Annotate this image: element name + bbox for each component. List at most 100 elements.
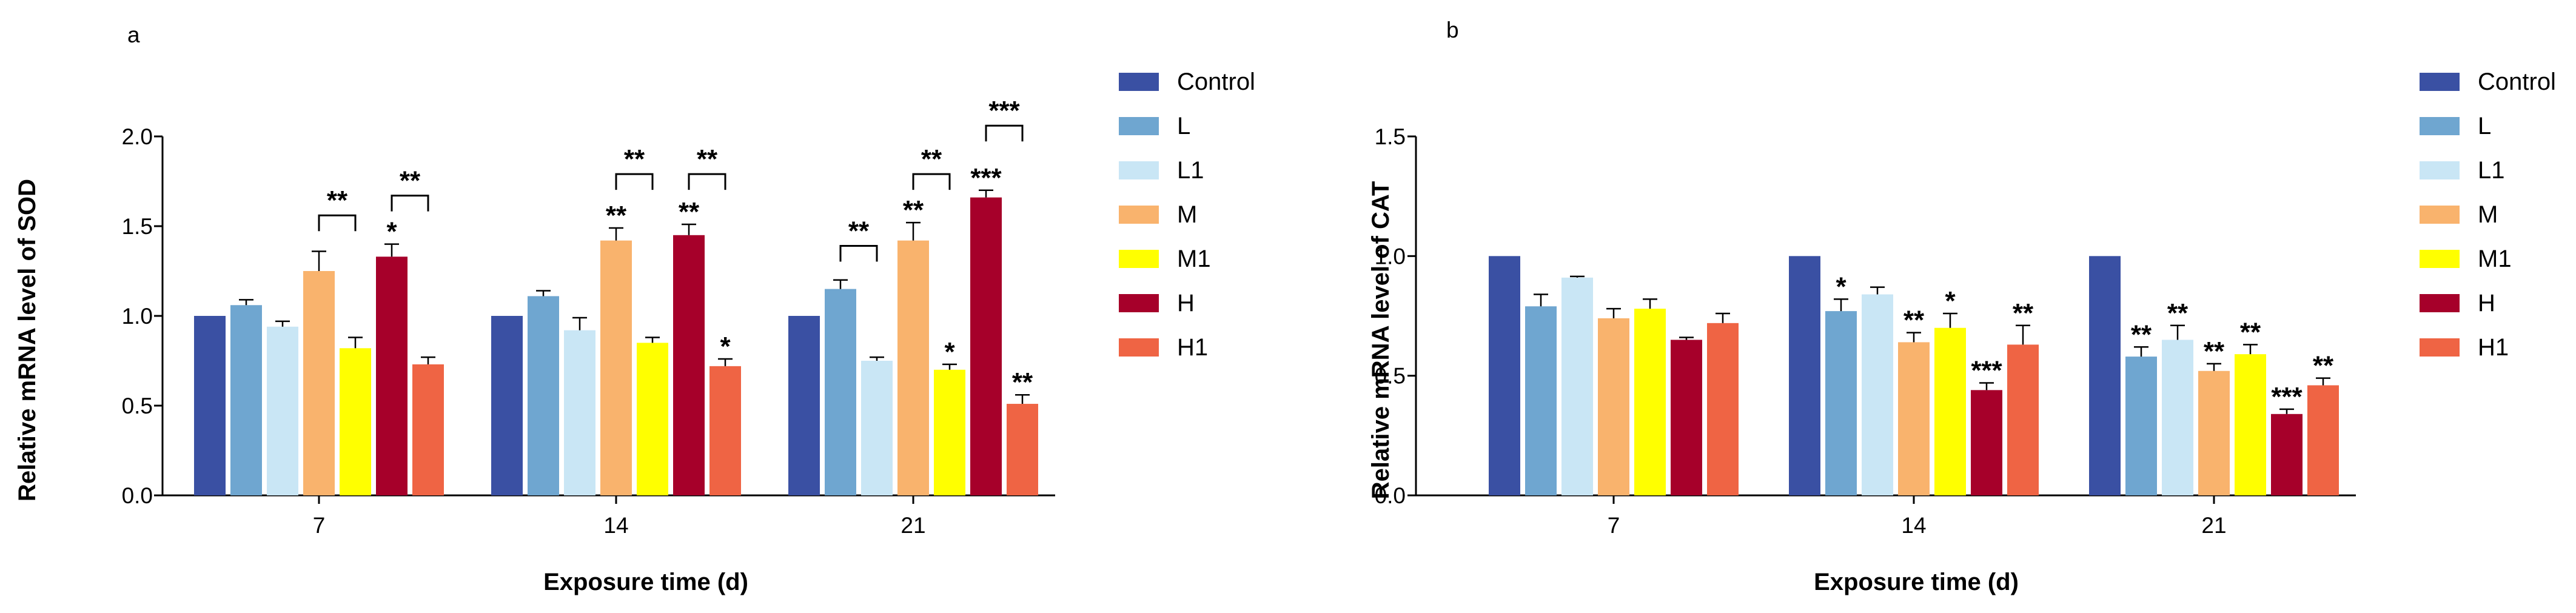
bar [934, 369, 965, 495]
legend-swatch [1119, 161, 1159, 179]
x-tick-label: 7 [1608, 513, 1620, 538]
legend-swatch [2420, 117, 2460, 135]
legend-entry: H1 [1177, 334, 1208, 361]
legend-entry: L1 [1177, 157, 1204, 184]
bracket-label: ** [624, 144, 645, 174]
significance-bracket [318, 214, 357, 232]
significance-label: ** [2313, 351, 2334, 381]
bar [1007, 404, 1038, 495]
bar [2007, 344, 2039, 495]
bracket-label: ** [327, 186, 348, 215]
legend-entry: M1 [2478, 246, 2512, 272]
legend-entry: L [2478, 113, 2491, 139]
bar [897, 240, 929, 495]
bracket-label: ** [697, 144, 718, 174]
significance-bracket [688, 173, 726, 190]
chart-panel-b: b 0.0 0.5 1.0 1.5 7 14 21 Exposure time (d) Relat… [1367, 18, 2556, 595]
bar [528, 296, 559, 495]
significance-label: *** [970, 163, 1002, 193]
bar [1525, 306, 1557, 495]
y-tick-label: 0.5 [122, 394, 153, 418]
x-tick-label: 14 [603, 513, 628, 538]
x-tick-label: 7 [313, 513, 326, 538]
legend-swatch [1119, 250, 1159, 268]
y-tick-label: 0.0 [1375, 483, 1406, 508]
bar [2125, 357, 2157, 495]
legend-entry: M1 [1177, 246, 1211, 272]
bar [1671, 340, 1702, 495]
bracket-label: ** [400, 166, 421, 196]
legend-entry: H [2478, 290, 2495, 317]
panel-label: b [1446, 18, 1459, 42]
significance-label: *** [1971, 356, 2002, 386]
panel-label: a [127, 22, 140, 47]
x-axis-title: Exposure time (d) [543, 569, 748, 595]
legend-swatch [2420, 250, 2460, 268]
y-axis-title: Relative mRNA level of SOD [14, 179, 41, 501]
y-tick-label: 0.5 [1375, 364, 1406, 389]
bar [2162, 340, 2193, 495]
bar [2307, 385, 2339, 495]
legend-swatch [1119, 206, 1159, 224]
bar [412, 364, 444, 495]
significance-bracket [391, 195, 429, 212]
bracket-label: *** [988, 96, 1020, 126]
legend-entry: M [1177, 201, 1197, 228]
x-axis-title: Exposure time (d) [1814, 569, 2019, 595]
significance-bracket [839, 245, 878, 262]
bar [1934, 327, 1966, 495]
bar [194, 316, 226, 495]
y-axis-title: Relative mRNA level of CAT [1367, 181, 1394, 500]
bar [340, 348, 371, 495]
significance-label: * [386, 217, 397, 247]
bar [1789, 256, 1820, 495]
significance-bracket [985, 124, 1024, 142]
significance-label: ** [2204, 337, 2225, 366]
significance-label: ** [903, 195, 924, 225]
legend-entry: L [1177, 113, 1190, 139]
legend-swatch [2420, 161, 2460, 179]
legend-entry: L1 [2478, 157, 2505, 184]
y-tick-label: 1.0 [122, 304, 153, 329]
bar [861, 361, 893, 495]
significance-label: * [720, 332, 731, 361]
y-tick-label: 0.0 [122, 483, 153, 508]
bar [970, 197, 1002, 495]
significance-label: ** [2167, 298, 2189, 328]
bar [1561, 277, 1593, 495]
bar [1707, 323, 1739, 495]
y-tick-label: 2.0 [122, 124, 153, 149]
y-tick-label: 1.5 [1375, 124, 1406, 149]
bar [1825, 311, 1857, 495]
legend-entry: M [2478, 201, 2498, 228]
legend-entry: H1 [2478, 334, 2509, 361]
chart-panel-a: a 0.0 0.5 1.0 1.5 2.0 7 14 21 Exposure time (d) Re… [14, 22, 1255, 595]
bar [637, 343, 668, 495]
bar [673, 235, 705, 495]
legend-swatch [2420, 206, 2460, 224]
significance-label: ** [1012, 367, 1033, 397]
bar [2089, 256, 2121, 495]
significance-bracket [912, 173, 951, 190]
bar [1634, 309, 1666, 495]
significance-label: * [1945, 286, 1956, 316]
significance-label: * [944, 337, 955, 367]
bar [564, 330, 595, 495]
bar [2271, 414, 2303, 495]
legend-entry: Control [1177, 69, 1255, 95]
bar [1489, 256, 1520, 495]
significance-label: ** [2240, 317, 2261, 347]
bar [267, 326, 298, 495]
legend-swatch [1119, 73, 1159, 91]
y-tick-label: 1.5 [122, 214, 153, 239]
bar [825, 289, 856, 495]
significance-label: ** [606, 201, 627, 230]
bracket-label: ** [921, 144, 942, 174]
significance-label: ** [2131, 320, 2152, 349]
x-tick-label: 21 [901, 513, 925, 538]
significance-label: * [1836, 272, 1846, 301]
bar [376, 256, 408, 495]
bar [1862, 294, 1893, 495]
legend-swatch [2420, 338, 2460, 357]
